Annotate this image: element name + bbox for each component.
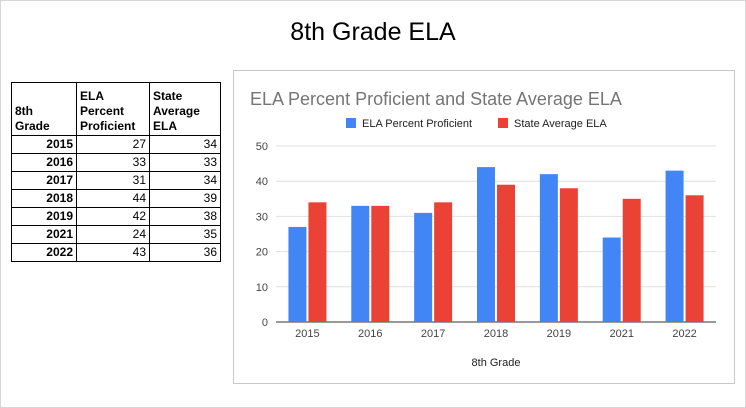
bar-ela-percent [539, 174, 558, 322]
table-row: 2022 43 36 [11, 243, 221, 262]
header-line: Average [153, 104, 200, 118]
cell-state-average: 39 [149, 189, 221, 208]
bar-state-average [434, 202, 453, 322]
bar-state-average [371, 205, 390, 322]
x-axis-ticks: 2015 2016 2017 2018 2019 2021 2022 [295, 328, 697, 340]
cell-state-average: 38 [149, 207, 221, 226]
bar-chart: ELA Percent Proficient and State Average… [250, 89, 716, 369]
cell-year: 2018 [11, 189, 77, 208]
cell-ela-percent: 43 [76, 243, 150, 262]
cell-state-average: 34 [149, 135, 221, 154]
bar-ela-percent [602, 237, 621, 322]
header-line: ELA [80, 89, 104, 103]
cell-year: 2016 [11, 153, 77, 172]
bar-ela-percent [351, 205, 370, 322]
table-row: 2017 31 34 [11, 171, 221, 190]
header-line: Grade [15, 119, 50, 133]
x-tick-label: 2017 [421, 328, 445, 340]
cell-ela-percent: 42 [76, 207, 150, 226]
header-line: 8th [15, 104, 33, 118]
cell-ela-percent: 24 [76, 225, 150, 244]
chart-legend: ELA Percent Proficient State Average ELA [346, 118, 607, 130]
table-body: 2015 27 34 2016 33 33 2017 31 34 2018 44 39 2019 42 38… [11, 135, 221, 262]
legend-swatch [498, 118, 508, 128]
x-tick-label: 2019 [547, 328, 571, 340]
table-row: 2015 27 34 [11, 135, 221, 154]
cell-state-average: 33 [149, 153, 221, 172]
x-tick-label: 2022 [672, 328, 696, 340]
data-table: 8th Grade ELA Percent Proficient State Avera… [11, 82, 221, 262]
x-tick-label: 2016 [358, 328, 382, 340]
header-line: ELA [153, 119, 177, 133]
bar-state-average [559, 188, 578, 322]
legend-swatch [346, 118, 356, 128]
x-tick-label: 2021 [609, 328, 633, 340]
cell-state-average: 34 [149, 171, 221, 190]
header-grade: 8th Grade [11, 82, 77, 136]
bar-ela-percent [477, 167, 495, 322]
chart-title: ELA Percent Proficient and State Average… [250, 89, 622, 109]
bar-ela-percent [665, 170, 684, 322]
table-row: 2018 44 39 [11, 189, 221, 208]
cell-year: 2021 [11, 225, 77, 244]
header-line: Percent [80, 104, 125, 118]
bar-state-average [622, 198, 641, 322]
y-tick-label: 20 [256, 247, 268, 259]
bar-ela-percent [414, 212, 433, 322]
cell-state-average: 36 [149, 243, 221, 262]
header-ela-percent: ELA Percent Proficient [76, 82, 150, 136]
header-state-average: State Average ELA [149, 82, 221, 136]
table-header-row: 8th Grade ELA Percent Proficient State Avera… [11, 82, 221, 136]
header-line: Proficient [80, 119, 136, 133]
cell-ela-percent: 44 [76, 189, 150, 208]
chart-gridlines [276, 145, 716, 323]
bar-state-average [308, 202, 327, 322]
x-axis-label: 8th Grade [472, 357, 521, 369]
table-row: 2016 33 33 [11, 153, 221, 172]
y-axis-ticks: 0 10 20 30 40 50 [256, 141, 268, 329]
legend-label: State Average ELA [514, 118, 607, 130]
y-tick-label: 10 [256, 282, 268, 294]
cell-year: 2019 [11, 207, 77, 226]
cell-ela-percent: 31 [76, 171, 150, 190]
cell-ela-percent: 33 [76, 153, 150, 172]
bar-ela-percent [288, 226, 307, 322]
y-tick-label: 50 [256, 141, 268, 153]
cell-state-average: 35 [149, 225, 221, 244]
bar-state-average [685, 195, 704, 322]
legend-label: ELA Percent Proficient [362, 118, 472, 130]
cell-year: 2022 [11, 243, 77, 262]
page-title: 8th Grade ELA [290, 18, 456, 46]
y-tick-label: 30 [256, 211, 268, 223]
table-row: 2021 24 35 [11, 225, 221, 244]
header-line: State [153, 89, 183, 103]
chart-bars [288, 167, 704, 322]
bar-state-average [497, 184, 515, 322]
cell-year: 2017 [11, 171, 77, 190]
table-row: 2019 42 38 [11, 207, 221, 226]
cell-year: 2015 [11, 135, 77, 154]
x-tick-label: 2015 [295, 328, 319, 340]
cell-ela-percent: 27 [76, 135, 150, 154]
x-tick-label: 2018 [484, 328, 508, 340]
chart-container: ELA Percent Proficient and State Average… [233, 70, 735, 384]
y-tick-label: 40 [256, 176, 268, 188]
y-tick-label: 0 [262, 317, 268, 329]
